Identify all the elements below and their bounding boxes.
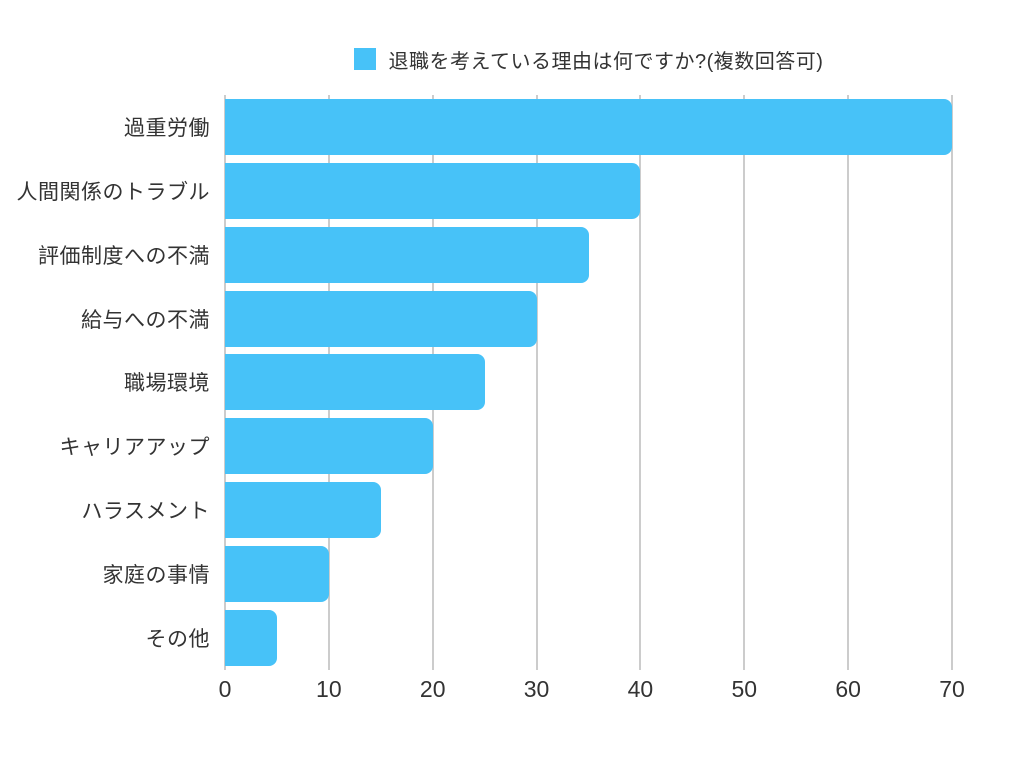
bar-row bbox=[225, 223, 952, 287]
x-tick-label: 30 bbox=[523, 676, 550, 702]
bar-row bbox=[225, 414, 952, 478]
bar bbox=[225, 546, 329, 603]
x-tick-label: 70 bbox=[939, 676, 965, 702]
category-label: 評価制度への不満 bbox=[38, 244, 210, 268]
category-label: 家庭の事情 bbox=[102, 564, 210, 588]
bars bbox=[225, 95, 952, 670]
category-label: 職場環境 bbox=[124, 372, 210, 396]
x-tick-label: 0 bbox=[218, 676, 232, 702]
category-label: その他 bbox=[145, 627, 210, 651]
bar-row bbox=[225, 159, 952, 223]
category-label: 人間関係のトラブル bbox=[16, 180, 210, 204]
bar-row bbox=[225, 351, 952, 415]
gridline bbox=[743, 95, 746, 670]
category-label: 給与への不満 bbox=[81, 308, 210, 332]
plot-area bbox=[224, 95, 953, 670]
bar-row bbox=[225, 606, 952, 670]
bar-row bbox=[225, 478, 952, 542]
bar-row bbox=[225, 287, 952, 351]
bar bbox=[225, 482, 381, 539]
bar bbox=[225, 98, 952, 155]
gridline bbox=[847, 95, 850, 670]
x-tick-label: 10 bbox=[316, 676, 342, 702]
x-tick-label: 50 bbox=[731, 676, 758, 702]
bar-row bbox=[225, 542, 952, 606]
bar bbox=[225, 162, 641, 219]
x-tick-label: 60 bbox=[835, 676, 861, 702]
bar-row bbox=[225, 95, 952, 159]
gridline bbox=[951, 95, 953, 670]
category-labels: 過重労働人間関係のトラブル評価制度への不満給与への不満職場環境キャリアアップハラ… bbox=[0, 95, 210, 670]
category-label: ハラスメント bbox=[81, 500, 210, 524]
category-label: キャリアアップ bbox=[59, 436, 210, 460]
bar bbox=[225, 290, 537, 347]
bar bbox=[225, 418, 433, 475]
x-tick-label: 40 bbox=[627, 676, 654, 702]
legend-swatch bbox=[353, 48, 376, 70]
x-tick-label: 20 bbox=[419, 676, 446, 702]
category-label: 過重労働 bbox=[124, 116, 210, 140]
bar bbox=[225, 609, 277, 666]
legend-label: 退職を考えている理由は何ですか?(複数回答可) bbox=[388, 50, 824, 73]
chart-legend: 退職を考えている理由は何ですか?(複数回答可) bbox=[225, 42, 952, 76]
bar bbox=[225, 354, 485, 411]
gridline bbox=[639, 95, 642, 670]
x-axis-ticks: 0 10 20 30 40 50 60 70 bbox=[219, 676, 965, 708]
bar bbox=[225, 226, 589, 283]
gridline bbox=[535, 95, 538, 670]
